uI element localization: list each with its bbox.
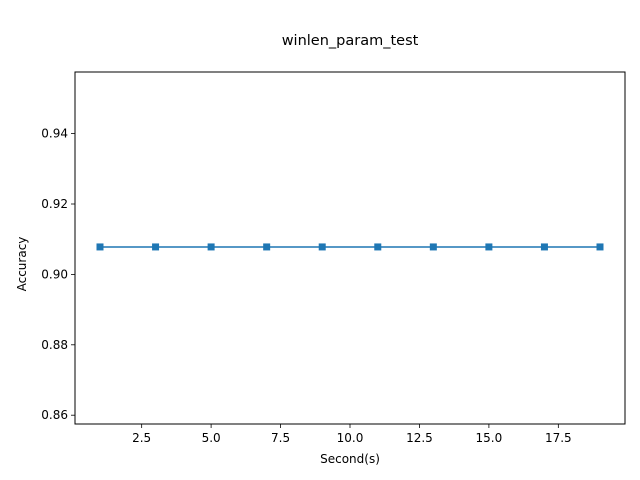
y-tick-label: 0.90 [41, 267, 68, 281]
data-point [374, 243, 382, 251]
x-tick-label: 12.5 [406, 431, 433, 445]
data-point [152, 243, 160, 251]
x-tick-label: 15.0 [476, 431, 503, 445]
x-tick-label: 17.5 [545, 431, 572, 445]
data-point [96, 243, 104, 251]
y-tick-label: 0.94 [41, 127, 68, 141]
x-axis-label: Second(s) [320, 452, 380, 466]
data-point [429, 243, 437, 251]
x-tick-label: 10.0 [337, 431, 364, 445]
data-point [318, 243, 326, 251]
y-axis-label: Accuracy [15, 237, 29, 292]
data-point [485, 243, 493, 251]
chart-title: winlen_param_test [282, 33, 419, 49]
y-tick-label: 0.86 [41, 408, 68, 422]
x-tick-label: 5.0 [202, 431, 221, 445]
data-point [540, 243, 548, 251]
x-tick-label: 2.5 [132, 431, 151, 445]
plot-area: 2.5 5.0 7.5 10.0 12.5 15.0 17.5 0.86 0.88 0.90 0.9… [41, 71, 626, 445]
y-tick-label: 0.92 [41, 197, 68, 211]
x-tick-label: 7.5 [271, 431, 290, 445]
data-point [263, 243, 271, 251]
data-point [596, 243, 604, 251]
data-point [207, 243, 215, 251]
y-tick-label: 0.88 [41, 338, 68, 352]
